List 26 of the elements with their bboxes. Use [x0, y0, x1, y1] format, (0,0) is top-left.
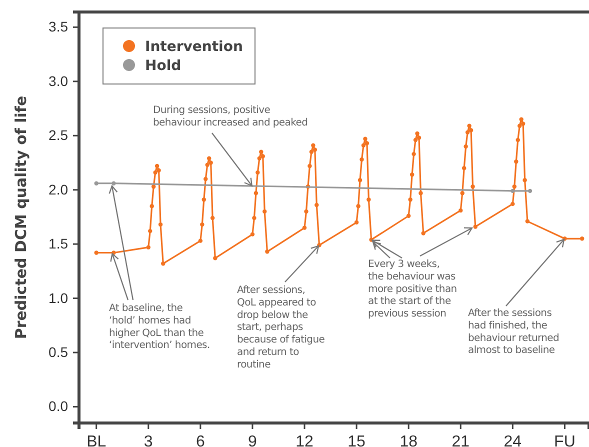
y-axis-title: Predicted DCM quality of life: [12, 96, 30, 340]
x-tick-label: 12: [296, 433, 314, 447]
x-tick-label: 3: [144, 433, 153, 447]
legend-label: Intervention: [145, 39, 243, 55]
y-tick-label: 1.0: [48, 290, 68, 306]
x-tick-label: 6: [196, 433, 205, 447]
x-tick-label: 21: [452, 433, 470, 447]
y-tick-label: 2.5: [48, 127, 68, 144]
y-tick-label: 3.5: [48, 18, 68, 35]
x-tick-label: 18: [400, 433, 418, 447]
legend-label: Hold: [145, 58, 182, 74]
y-tick-label: 0.5: [48, 344, 68, 360]
y-tick-label: 0.0: [48, 398, 68, 414]
y-tick-label: 1.5: [48, 236, 68, 252]
annotation: At baseline, the ‘hold’ homes had higher QoL than the ‘intervention’ homes.: [109, 303, 210, 352]
x-tick-label: FU: [554, 433, 576, 447]
y-tick-label: 2.0: [48, 181, 68, 198]
x-tick-label: BL: [86, 433, 106, 447]
x-tick-label: 24: [504, 433, 522, 447]
annotation: After the sessions had finished, the behaviour returned almost to baseline: [468, 308, 560, 356]
annotation: After sessions, QoL appeared to drop below the start, perhaps because of fatigue and return to routine: [237, 285, 325, 370]
x-tick-label: 9: [248, 433, 258, 447]
annotation: Every 3 weeks, the behaviour was more positive than at the start of the previous session: [368, 259, 457, 320]
y-tick-label: 3.0: [48, 72, 68, 89]
x-tick-label: 15: [348, 433, 366, 447]
annotation: During sessions, positive behaviour increased and peaked: [153, 105, 308, 128]
